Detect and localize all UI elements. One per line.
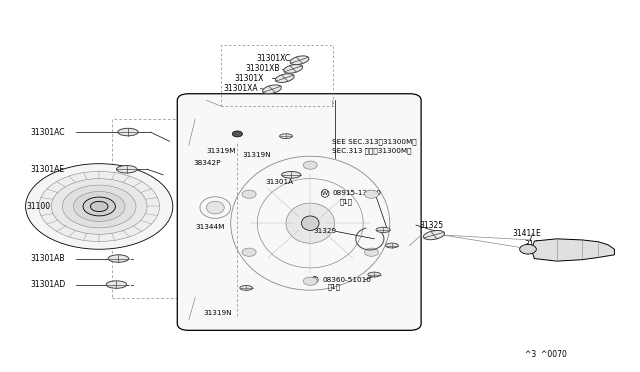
Ellipse shape bbox=[286, 203, 335, 243]
Ellipse shape bbox=[368, 272, 381, 277]
Ellipse shape bbox=[423, 231, 445, 240]
Ellipse shape bbox=[74, 192, 125, 221]
Circle shape bbox=[242, 190, 256, 198]
Text: 31344M: 31344M bbox=[195, 224, 225, 230]
Text: （1）: （1） bbox=[339, 198, 352, 205]
Ellipse shape bbox=[301, 216, 319, 230]
Ellipse shape bbox=[51, 179, 147, 234]
Ellipse shape bbox=[39, 171, 159, 241]
Ellipse shape bbox=[284, 64, 303, 73]
Ellipse shape bbox=[385, 243, 398, 248]
Text: 31411: 31411 bbox=[525, 240, 548, 249]
Text: （1）: （1） bbox=[328, 284, 340, 291]
Bar bbox=[112, 119, 195, 298]
Circle shape bbox=[303, 277, 317, 285]
Text: 31301AB: 31301AB bbox=[31, 254, 65, 263]
Bar bbox=[221, 45, 333, 106]
Text: 31319N: 31319N bbox=[242, 153, 271, 158]
Ellipse shape bbox=[290, 56, 309, 65]
Text: 31301X: 31301X bbox=[235, 74, 264, 83]
Circle shape bbox=[520, 244, 536, 254]
Ellipse shape bbox=[280, 134, 292, 139]
Polygon shape bbox=[531, 239, 614, 261]
Text: ^3  ^0070: ^3 ^0070 bbox=[525, 350, 566, 359]
Text: 31319N: 31319N bbox=[204, 310, 232, 316]
Text: 31301AC: 31301AC bbox=[31, 128, 65, 137]
Circle shape bbox=[303, 161, 317, 169]
Text: 31301XB: 31301XB bbox=[245, 64, 280, 73]
Circle shape bbox=[364, 190, 378, 198]
Text: S: S bbox=[313, 277, 317, 282]
FancyBboxPatch shape bbox=[177, 94, 421, 330]
Ellipse shape bbox=[262, 85, 282, 94]
Text: 31319M: 31319M bbox=[206, 148, 236, 154]
Text: 31411E: 31411E bbox=[512, 229, 541, 238]
Circle shape bbox=[242, 248, 256, 256]
Circle shape bbox=[232, 131, 243, 137]
Text: W: W bbox=[322, 191, 328, 196]
Ellipse shape bbox=[83, 197, 115, 216]
Text: 08360-51010: 08360-51010 bbox=[323, 277, 371, 283]
Text: 31301A: 31301A bbox=[266, 179, 294, 185]
Text: 31301XA: 31301XA bbox=[223, 84, 258, 93]
Ellipse shape bbox=[275, 74, 294, 83]
Ellipse shape bbox=[106, 281, 127, 288]
Text: 31100: 31100 bbox=[27, 202, 51, 211]
Text: 31301XC: 31301XC bbox=[256, 54, 290, 63]
Text: 38342P: 38342P bbox=[193, 160, 221, 166]
Ellipse shape bbox=[63, 185, 136, 228]
Text: SEC.313 参照、31300M】: SEC.313 参照、31300M】 bbox=[332, 147, 411, 154]
Ellipse shape bbox=[26, 164, 173, 249]
Ellipse shape bbox=[240, 286, 253, 290]
Ellipse shape bbox=[118, 128, 138, 136]
Circle shape bbox=[364, 248, 378, 256]
Ellipse shape bbox=[108, 255, 129, 262]
Text: 31329: 31329 bbox=[314, 228, 337, 234]
Text: 31325: 31325 bbox=[419, 221, 444, 230]
Ellipse shape bbox=[376, 227, 390, 232]
Text: SEE SEC.313、31300M】: SEE SEC.313、31300M】 bbox=[332, 139, 416, 145]
Ellipse shape bbox=[282, 171, 301, 178]
Ellipse shape bbox=[90, 201, 108, 212]
Ellipse shape bbox=[206, 201, 224, 214]
Ellipse shape bbox=[116, 166, 137, 173]
Text: 31301AE: 31301AE bbox=[31, 165, 65, 174]
Text: 31301AD: 31301AD bbox=[31, 280, 66, 289]
Text: 08915-13510: 08915-13510 bbox=[333, 190, 381, 196]
